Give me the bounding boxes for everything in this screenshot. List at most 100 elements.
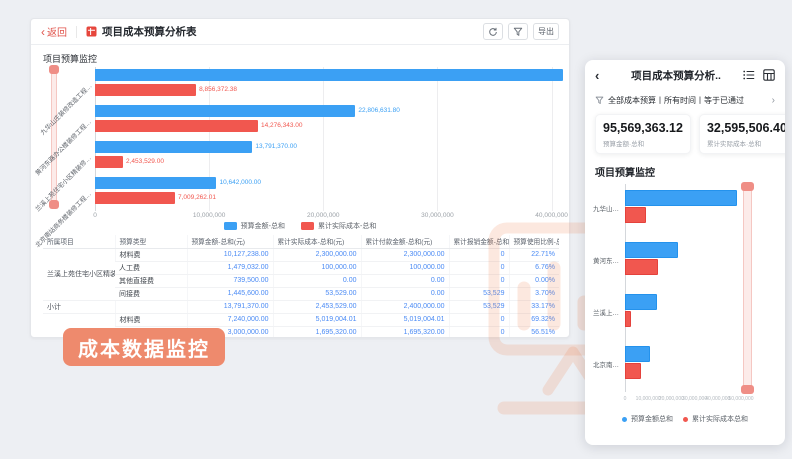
actual-cost-bar[interactable] [625, 259, 659, 275]
cell-value: 1,695,320.00 [360, 326, 449, 337]
filter-button[interactable] [508, 23, 528, 40]
budget-bar[interactable] [625, 294, 657, 310]
cell-budget-type: 间接费 [115, 287, 187, 301]
column-header: 预算使用比例-总和(%) [508, 235, 559, 249]
mobile-preview-panel: ‹ 项目成本预算分析.. 全部成本预算丨所有时间丨等于已通过 › [585, 60, 785, 445]
cell-value: 0.00 [360, 274, 449, 288]
cell-value: 0.00% [508, 274, 559, 288]
panel-bar-chart [625, 184, 741, 392]
axis-tick-label: 0 [93, 212, 97, 219]
bar-value-label: 2,453,529.00 [126, 158, 164, 165]
gridline [437, 67, 439, 211]
budget-bar[interactable] [625, 346, 650, 362]
column-header: 预算金额-总和(元) [186, 235, 273, 249]
cell-value: 13,791,370.00 [186, 300, 273, 314]
cell-value: 0 [448, 274, 509, 288]
panel-chart-x-axis: 0 10,000,000 20,000,000 30,000,000 40,000,00… [623, 396, 754, 404]
cell-budget-type [114, 300, 187, 314]
actual-cost-bar[interactable] [625, 363, 642, 379]
bar-value-label: 13,791,370.00 [255, 143, 297, 150]
slider-handle-bottom[interactable] [741, 385, 754, 394]
budget-bar[interactable] [95, 177, 217, 189]
slider-handle-bottom[interactable] [49, 200, 59, 209]
refresh-button[interactable] [483, 23, 503, 40]
axis-tick-label: 10,000,000 [192, 212, 226, 219]
legend-item[interactable]: 预算金额总和 [622, 414, 673, 424]
axis-tick-label: 20,000,000 [307, 212, 340, 219]
cell-value: 7,240,000.00 [186, 313, 273, 327]
cell-value: 53,529.00 [272, 287, 361, 301]
bar-value-label: 14,276,343.00 [260, 122, 303, 129]
cell-value: 0.00 [360, 287, 449, 301]
grid-view-icon[interactable] [763, 69, 775, 81]
metric-label: 预算金额·总和 [603, 141, 645, 148]
cell-budget-type: 其他直接费 [115, 274, 187, 288]
actual-cost-bar[interactable] [95, 156, 123, 168]
table-row: 间接费 1,445,600.00 53,529.00 0.00 53,529 3.70% [43, 287, 559, 301]
gridline [95, 67, 96, 211]
budget-bar[interactable] [95, 69, 563, 81]
slider-track [743, 184, 752, 392]
cell-value: 10,127,238.00 [186, 248, 273, 262]
cell-project: 兰溪上苑住宅小区精装修第… [43, 248, 115, 301]
panel-data-zoom-slider[interactable] [741, 182, 754, 394]
list-view-icon[interactable] [743, 69, 755, 81]
budget-bar[interactable] [625, 242, 678, 258]
cell-value: 1,445,600.00 [186, 287, 273, 301]
slider-handle-top[interactable] [741, 182, 754, 191]
actual-cost-bar[interactable] [95, 120, 258, 132]
panel-filter-bar[interactable]: 全部成本预算丨所有时间丨等于已通过 › [595, 92, 775, 108]
cell-value: 0 [448, 248, 509, 262]
cell-value: 2,400,000.00 [360, 300, 449, 314]
y-axis-line [625, 184, 626, 392]
refresh-icon [489, 27, 497, 36]
actual-cost-bar[interactable] [95, 192, 175, 204]
budget-bar[interactable] [95, 105, 356, 117]
budget-bar[interactable] [625, 190, 738, 206]
cell-value: 6.76% [508, 261, 559, 275]
cell-budget-type: 材料费 [114, 313, 187, 327]
table-body: 兰溪上苑住宅小区精装修第… 材料费 10,127,238.00 2,300,000.0… [43, 248, 559, 337]
axis-tick-label: 40,000,000 [535, 212, 568, 219]
column-header: 预算类型 [114, 235, 187, 249]
legend-item[interactable]: 累计实际成本-总和 [301, 221, 376, 231]
bar-value-label: 10,642,000.00 [219, 179, 262, 186]
legend-item[interactable]: 预算金额-总和 [223, 221, 285, 231]
gridline [323, 67, 325, 211]
watermark-badge: 成本数据监控 [63, 328, 225, 366]
chart-data-zoom-slider[interactable] [49, 65, 59, 209]
gridline [209, 67, 211, 211]
axis-tick-label: 40,000,000 [705, 396, 731, 402]
actual-cost-bar[interactable] [625, 311, 631, 327]
panel-back-button[interactable]: ‹ [595, 67, 600, 83]
axis-tick-label: 30,000,000 [682, 396, 708, 402]
axis-tick-label: 30,000,000 [421, 212, 454, 219]
report-window: ‹ 返回 项目成本预算分析表 [30, 18, 570, 338]
actual-cost-bar[interactable] [95, 84, 197, 96]
export-button[interactable]: 导出 [533, 23, 559, 40]
chart-x-axis: 0 10,000,000 20,000,000 30,000,000 40,000,00… [93, 212, 568, 221]
legend-item[interactable]: 累计实际成本总和 [683, 414, 748, 424]
slider-handle-top[interactable] [49, 65, 59, 74]
filter-funnel-icon [513, 27, 523, 36]
panel-chart-category-axis: 九华山… 黄河东… 兰溪上… 北京南… [593, 184, 623, 392]
metric-value: 95,569,363.12 [603, 121, 683, 135]
axis-tick-label: 0 [623, 396, 627, 402]
cell-value: 0.00 [272, 274, 361, 288]
badge-label: 成本数据监控 [78, 338, 210, 361]
cell-value: 2,300,000.00 [360, 248, 449, 262]
category-label: 黄河东… [593, 258, 619, 265]
budget-bar[interactable] [95, 141, 253, 153]
back-button[interactable]: ‹ 返回 [41, 24, 67, 40]
metric-value: 32,595,506.40 [706, 121, 785, 135]
actual-cost-bar[interactable] [625, 207, 646, 223]
toolbar: 导出 [483, 23, 559, 40]
cell-value: 69.32% [508, 313, 559, 327]
table-row: 材料费 7,240,000.00 5,019,004.01 5,019,004.01 0… [43, 313, 559, 337]
table-row: 人工费 1,479,032.00 100,000.00 100,000.00 0 6.76… [43, 261, 559, 275]
category-label: 九华山… [593, 206, 619, 213]
cell-value: 53,529 [448, 300, 509, 314]
report-header: ‹ 返回 项目成本预算分析表 [31, 19, 569, 45]
